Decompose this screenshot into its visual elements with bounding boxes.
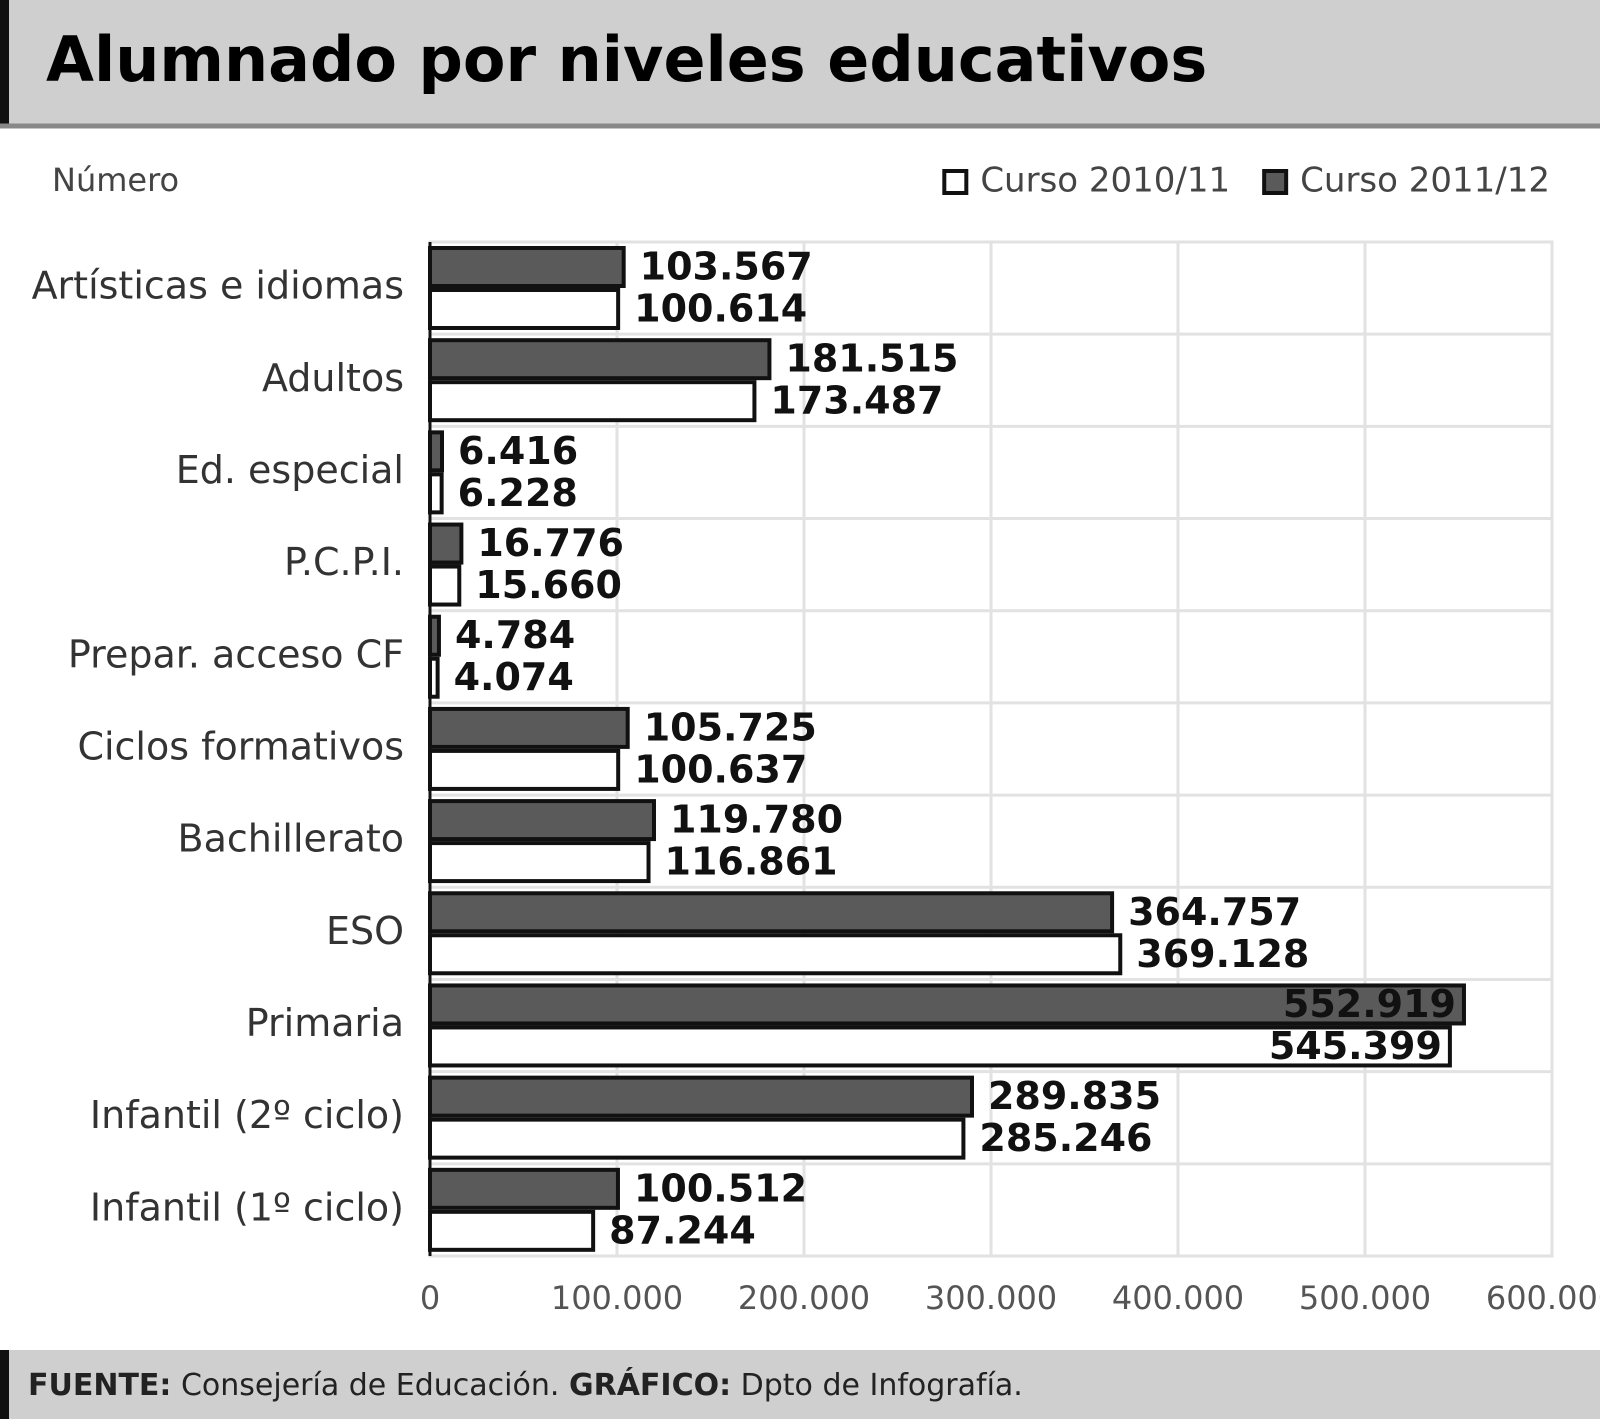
x-tick-label: 200.000	[738, 1279, 870, 1317]
y-tick-label: Prepar. acceso CF	[68, 632, 404, 676]
value-label: 119.780	[670, 798, 843, 842]
y-tick-label: P.C.P.I.	[284, 540, 404, 584]
y-tick-label: Ed. especial	[176, 448, 404, 492]
value-label: 87.244	[609, 1208, 756, 1252]
bar	[428, 522, 464, 565]
value-label: 15.660	[475, 563, 622, 607]
title-stripe	[0, 0, 9, 126]
credit-label: GRÁFICO:	[569, 1367, 731, 1403]
y-tick-label: Infantil (2º ciclo)	[90, 1093, 404, 1137]
credit: Dpto de Infografía.	[741, 1368, 1023, 1403]
value-label: 285.246	[979, 1116, 1152, 1160]
bar	[428, 430, 444, 473]
bar	[428, 338, 772, 381]
bar	[428, 246, 626, 288]
value-label: 364.757	[1128, 890, 1301, 934]
value-label: 116.861	[665, 840, 838, 884]
value-label: 100.637	[634, 747, 807, 791]
x-tick-label: 500.000	[1299, 1279, 1431, 1317]
y-tick-label: ESO	[326, 909, 404, 953]
legend-swatch	[1262, 169, 1289, 195]
bar	[428, 983, 1466, 1026]
unit-label: Número	[52, 161, 179, 199]
y-tick-label: Infantil (1º ciclo)	[90, 1185, 404, 1229]
source: Consejería de Educación.	[181, 1368, 559, 1403]
bar	[428, 1075, 974, 1118]
footer-stripe	[0, 1350, 9, 1419]
y-tick-label: Primaria	[246, 1001, 404, 1045]
value-label: 369.128	[1136, 932, 1309, 976]
y-tick-label: Artísticas e idiomas	[32, 264, 404, 308]
legend-swatch	[942, 169, 969, 195]
bar	[428, 933, 1123, 976]
bar	[428, 1209, 596, 1252]
value-label: 6.228	[458, 471, 578, 515]
bar	[428, 288, 621, 330]
bar	[428, 380, 757, 423]
title-band	[0, 0, 1600, 126]
bar	[428, 1117, 966, 1160]
bar	[428, 472, 444, 515]
x-tick-label: 100.000	[551, 1279, 683, 1317]
value-label: 4.784	[455, 613, 575, 657]
bar	[428, 1167, 620, 1210]
value-label: 16.776	[477, 521, 624, 565]
x-tick-label: 600.000	[1486, 1279, 1600, 1317]
value-label: 552.919	[1283, 982, 1456, 1026]
bar	[428, 891, 1115, 934]
footer: FUENTE: Consejería de Educación. GRÁFICO…	[28, 1367, 1023, 1403]
bar	[428, 706, 630, 749]
value-label: 100.614	[634, 287, 807, 331]
bar	[428, 841, 651, 884]
value-label: 289.835	[988, 1074, 1161, 1118]
value-label: 100.512	[634, 1166, 807, 1210]
value-label: 181.515	[785, 337, 958, 381]
value-label: 6.416	[458, 429, 578, 473]
chart-title: Alumnado por niveles educativos	[46, 23, 1207, 96]
value-label: 103.567	[640, 245, 813, 289]
value-label: 173.487	[770, 379, 943, 423]
x-tick-label: 300.000	[925, 1279, 1057, 1317]
legend-label: Curso 2011/12	[1300, 161, 1550, 201]
bar	[428, 748, 621, 791]
x-tick-label: 400.000	[1112, 1279, 1244, 1317]
bar	[428, 799, 656, 842]
x-tick-label: 0	[420, 1279, 440, 1317]
footer-band	[0, 1350, 1600, 1419]
y-tick-label: Adultos	[262, 356, 404, 400]
value-label: 4.074	[454, 655, 574, 699]
bar	[428, 564, 462, 607]
y-tick-label: Bachillerato	[178, 817, 404, 861]
y-tick-label: Ciclos formativos	[77, 725, 404, 769]
source-label: FUENTE:	[28, 1368, 171, 1403]
value-label: 545.399	[1269, 1024, 1442, 1068]
bar	[428, 1025, 1452, 1068]
legend-label: Curso 2010/11	[980, 161, 1230, 201]
value-label: 105.725	[644, 705, 817, 749]
